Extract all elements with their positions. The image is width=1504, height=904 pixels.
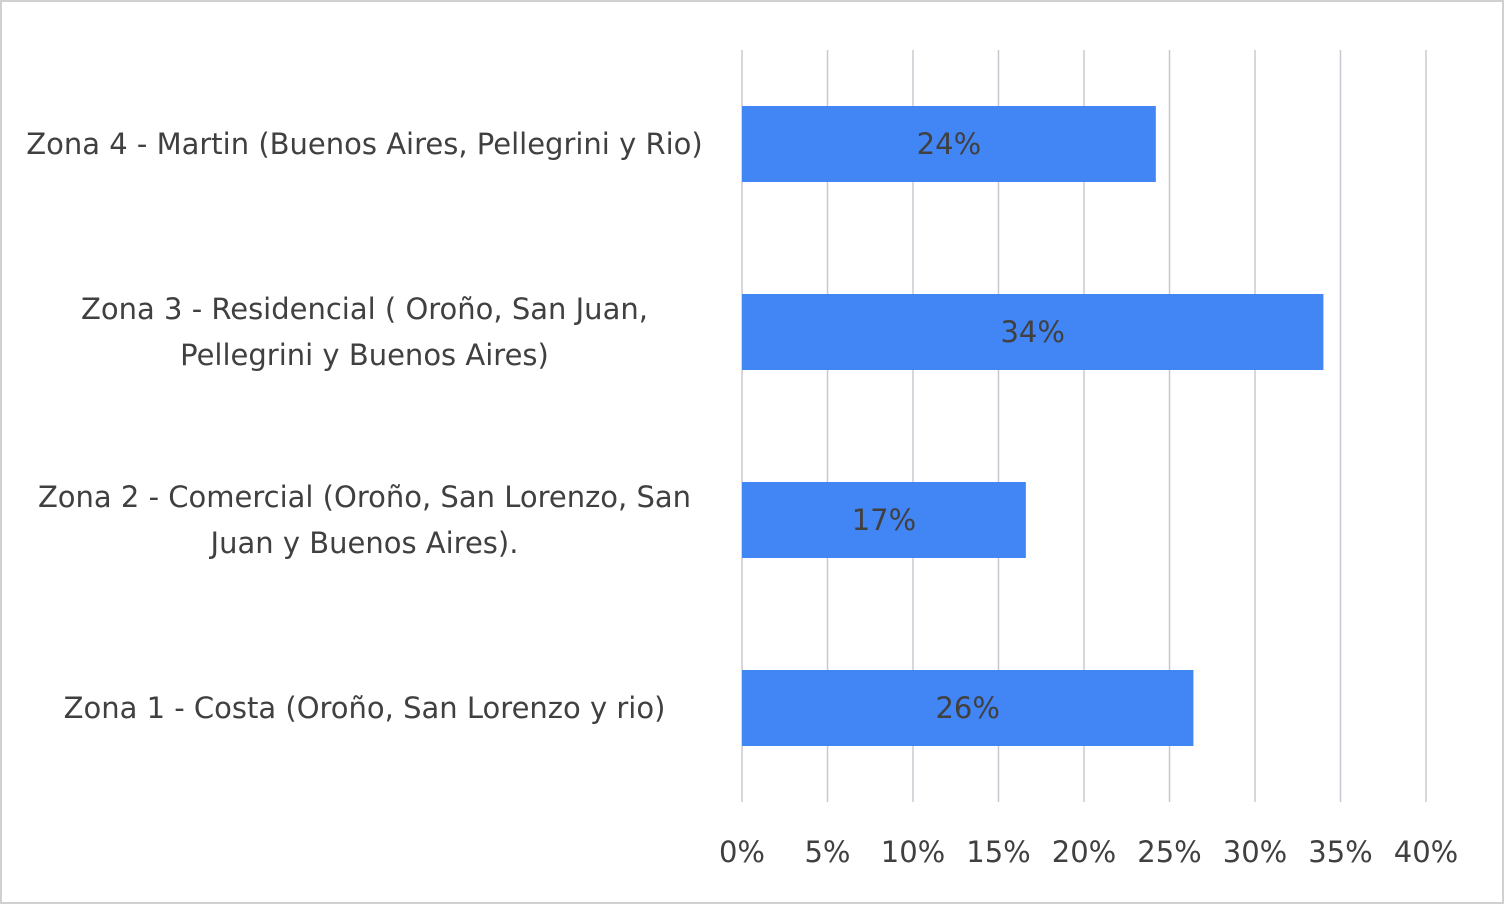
- data-label: 17%: [852, 503, 916, 537]
- x-tick-label: 35%: [1308, 835, 1372, 869]
- y-tick-label: Zona 3 - Residencial ( Oroño, San Juan, …: [81, 292, 648, 372]
- data-label: 24%: [917, 127, 981, 161]
- y-tick-label: Zona 2 - Comercial (Oroño, San Lorenzo, …: [37, 480, 692, 560]
- x-tick-label: 30%: [1223, 835, 1287, 869]
- x-tick-label: 25%: [1137, 835, 1201, 869]
- bar: [742, 294, 1324, 370]
- x-tick-label: 10%: [881, 835, 945, 869]
- x-tick-label: 20%: [1052, 835, 1116, 869]
- y-tick-label: Zona 1 - Costa (Oroño, San Lorenzo y rio…: [63, 691, 666, 725]
- x-tick-label: 5%: [804, 835, 850, 869]
- bar: [742, 670, 1194, 746]
- x-tick-label: 15%: [966, 835, 1030, 869]
- x-tick-label: 40%: [1394, 835, 1458, 869]
- bar: [742, 106, 1156, 182]
- y-tick-label: Zona 4 - Martin (Buenos Aires, Pellegrin…: [26, 127, 703, 161]
- data-label: 34%: [1000, 315, 1064, 349]
- x-tick-label: 0%: [719, 835, 765, 869]
- bar: [742, 482, 1026, 558]
- data-label: 26%: [935, 691, 999, 725]
